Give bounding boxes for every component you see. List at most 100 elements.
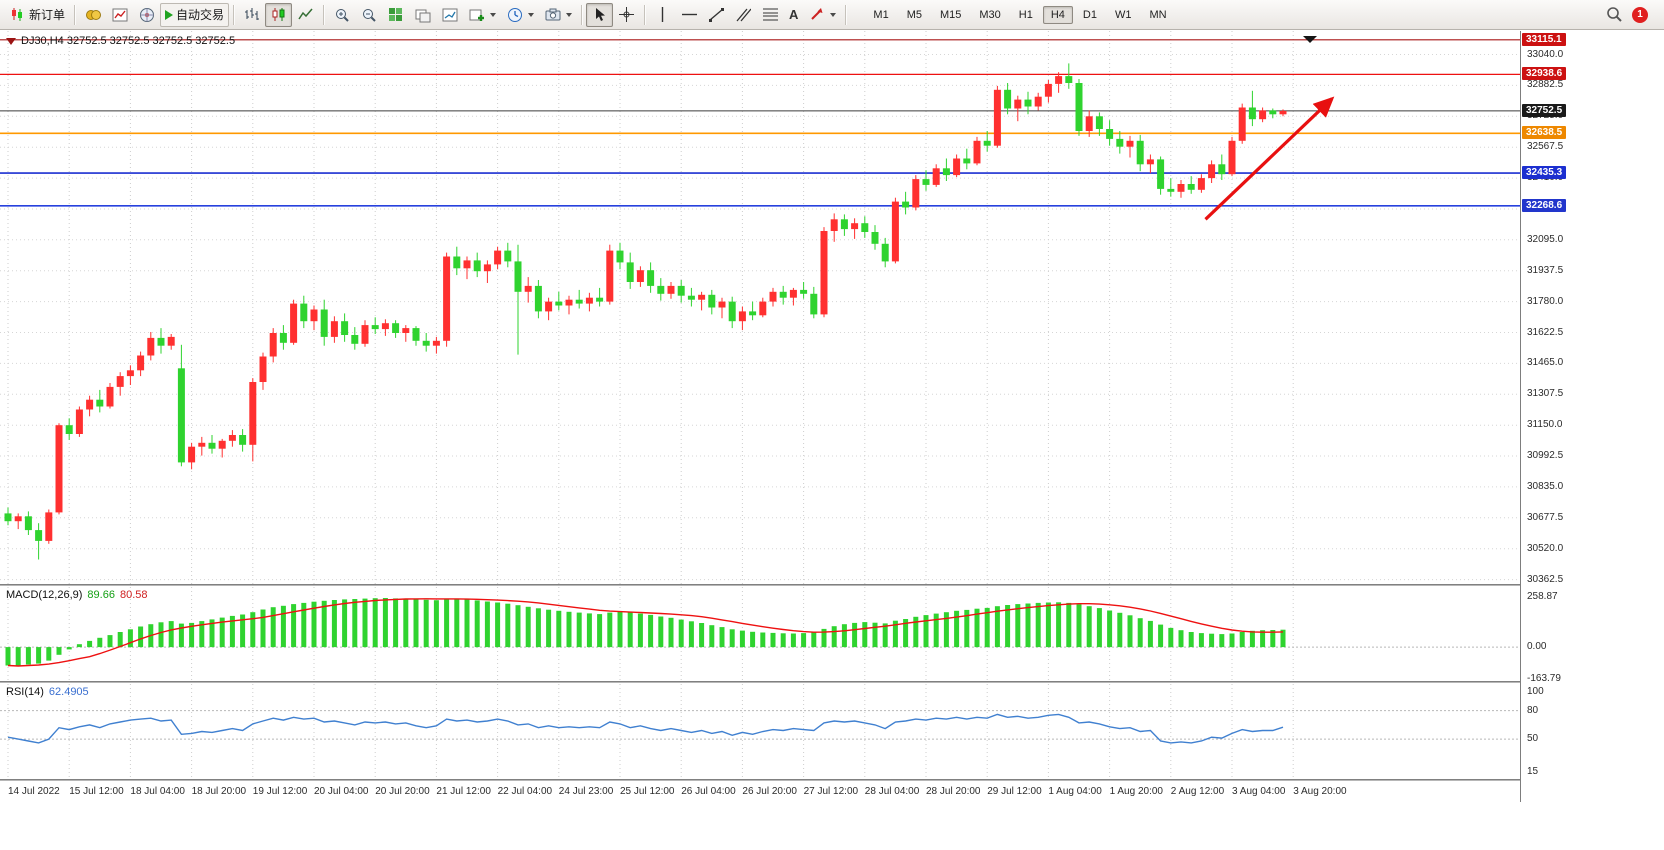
tile-windows-button[interactable] bbox=[382, 3, 409, 27]
candle bbox=[65, 425, 73, 434]
timeframe-mn[interactable]: MN bbox=[1149, 8, 1167, 21]
macd-bar bbox=[658, 616, 664, 648]
add-indicator-button[interactable] bbox=[463, 3, 501, 27]
rsi-title: RSI(14) bbox=[6, 686, 44, 698]
price-label: 31780.0 bbox=[1527, 295, 1564, 307]
panel-separator[interactable] bbox=[0, 584, 1664, 586]
price-axis[interactable]: 33040.032882.532725.032567.532410.032252… bbox=[1520, 31, 1664, 802]
period-button[interactable] bbox=[501, 3, 539, 27]
line-chart-button[interactable] bbox=[292, 3, 319, 27]
trend-arrow-annotation[interactable] bbox=[1204, 96, 1335, 221]
text-tool-button[interactable]: A bbox=[784, 3, 803, 27]
candle bbox=[524, 285, 532, 292]
toolbar-separator bbox=[581, 4, 583, 25]
macd-bar bbox=[607, 612, 613, 648]
candle bbox=[402, 328, 410, 333]
search-icon[interactable] bbox=[1606, 6, 1623, 23]
navigator-button[interactable] bbox=[133, 3, 160, 27]
time-label: 28 Jul 04:00 bbox=[864, 786, 920, 797]
candle bbox=[177, 368, 185, 463]
timeframe-h1[interactable]: H1 bbox=[1018, 8, 1033, 21]
macd-bar bbox=[719, 627, 725, 648]
timeframe-m30[interactable]: M30 bbox=[979, 8, 1001, 21]
trendline-tool-button[interactable] bbox=[703, 3, 730, 27]
zoom-out-icon bbox=[360, 6, 377, 23]
rsi-line bbox=[7, 713, 1284, 744]
auto-trading-button[interactable]: 自动交易 bbox=[160, 2, 230, 27]
cursor-tool-button[interactable] bbox=[586, 2, 614, 27]
macd-chart-svg[interactable] bbox=[0, 587, 1520, 681]
macd-bar bbox=[780, 633, 786, 648]
price-chart-svg[interactable] bbox=[0, 31, 1520, 584]
timeframe-m15[interactable]: M15 bbox=[939, 8, 962, 21]
fibonacci-tool-button[interactable] bbox=[757, 3, 784, 27]
macd-bar bbox=[841, 624, 847, 648]
time-label: 3 Aug 20:00 bbox=[1293, 786, 1347, 797]
bar-chart-button[interactable] bbox=[238, 3, 265, 27]
macd-bar bbox=[1178, 630, 1184, 648]
price-level-badge: 33115.1 bbox=[1522, 32, 1566, 46]
timeframe-d1[interactable]: D1 bbox=[1082, 8, 1097, 21]
candle bbox=[208, 442, 216, 449]
one-click-trading-icon[interactable] bbox=[6, 37, 16, 45]
market-watch-button[interactable] bbox=[79, 3, 106, 27]
arrows-tool-button[interactable] bbox=[803, 3, 841, 27]
chart-shift-marker-icon[interactable] bbox=[1303, 36, 1317, 43]
zoom-out-button[interactable] bbox=[355, 3, 382, 27]
time-label: 3 Aug 04:00 bbox=[1232, 786, 1286, 797]
zoom-in-button[interactable] bbox=[328, 3, 355, 27]
timeframe-h4[interactable]: H4 bbox=[1042, 5, 1073, 24]
timeframe-m5[interactable]: M5 bbox=[906, 8, 922, 21]
price-chart-panel: DJ30,H4 32752.5 32752.5 32752.5 32752.5 bbox=[0, 31, 1520, 584]
macd-bar bbox=[291, 604, 297, 648]
macd-bar bbox=[1209, 633, 1215, 648]
macd-bar bbox=[566, 611, 572, 648]
candle bbox=[983, 140, 991, 146]
panel-separator[interactable] bbox=[0, 681, 1664, 683]
macd-bar bbox=[933, 613, 939, 648]
macd-bar bbox=[739, 630, 745, 648]
candle bbox=[126, 370, 134, 377]
macd-bar bbox=[199, 621, 205, 648]
candle bbox=[45, 512, 53, 541]
vertical-line-icon bbox=[654, 6, 671, 23]
candle bbox=[443, 256, 451, 341]
candle bbox=[698, 294, 706, 300]
macd-bar bbox=[66, 647, 72, 650]
macd-bar bbox=[433, 600, 439, 648]
candlestick-chart-button[interactable] bbox=[265, 2, 293, 27]
chart-window-button[interactable] bbox=[106, 3, 133, 27]
macd-bar bbox=[688, 621, 694, 648]
timeframe-m1[interactable]: M1 bbox=[873, 8, 889, 21]
candle bbox=[14, 516, 22, 522]
time-label: 15 Jul 12:00 bbox=[69, 786, 124, 797]
crosshair-tool-button[interactable] bbox=[613, 3, 640, 27]
macd-bar bbox=[627, 612, 633, 648]
macd-bar bbox=[770, 632, 776, 648]
toolbar-separator bbox=[644, 4, 646, 25]
snapshot-button[interactable] bbox=[539, 3, 577, 27]
price-label: 31622.5 bbox=[1527, 326, 1564, 338]
macd-bar bbox=[280, 605, 286, 648]
candle bbox=[269, 333, 277, 357]
horizontal-line-tool-button[interactable] bbox=[676, 3, 703, 27]
macd-bar bbox=[352, 599, 358, 648]
candle bbox=[789, 289, 797, 298]
candle bbox=[1136, 140, 1144, 165]
time-label: 29 Jul 12:00 bbox=[987, 786, 1042, 797]
rsi-chart-svg[interactable] bbox=[0, 684, 1520, 779]
time-axis[interactable]: 14 Jul 2022 15 Jul 12:00 18 Jul 04:00 18 Ju… bbox=[0, 782, 1520, 802]
strategy-tester-button[interactable] bbox=[436, 3, 463, 27]
panel-separator[interactable] bbox=[0, 779, 1664, 781]
notification-badge[interactable]: 1 bbox=[1632, 6, 1648, 23]
new-order-button[interactable]: 新订单 bbox=[4, 3, 70, 27]
window-list-button[interactable] bbox=[409, 3, 436, 27]
price-label: 31307.5 bbox=[1527, 388, 1564, 400]
candle bbox=[779, 291, 787, 298]
timeframe-w1[interactable]: W1 bbox=[1114, 8, 1132, 21]
candle bbox=[35, 530, 43, 541]
channel-tool-button[interactable] bbox=[730, 3, 757, 27]
vertical-line-tool-button[interactable] bbox=[649, 3, 676, 27]
macd-bar bbox=[1270, 630, 1276, 648]
macd-bar bbox=[1168, 627, 1174, 648]
